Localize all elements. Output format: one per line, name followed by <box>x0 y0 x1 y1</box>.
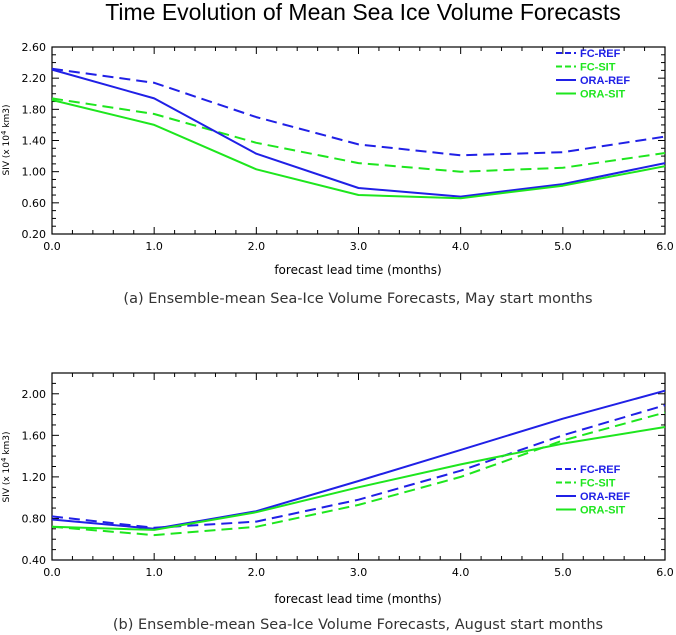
axis-ticks: 0.0 1.0 2.0 3.0 4.0 5.0 6.0 0.40 0.80 1.20 1.60 2.0… <box>22 372 674 579</box>
x-tick-label: 0.0 <box>43 240 61 253</box>
x-tick-label: 0.0 <box>43 566 61 579</box>
y-axis-label: SIV (x 104 km3) <box>0 431 12 502</box>
legend-label: FC-SIT <box>580 478 616 490</box>
legend-label: FC-REF <box>580 464 621 476</box>
chart-panel-a: 0.0 1.0 2.0 3.0 4.0 5.0 6.0 0.20 0.60 1.00 1.40 1.8… <box>0 41 674 307</box>
x-tick-label: 1.0 <box>145 240 163 253</box>
x-axis-label: forecast lead time (months) <box>274 592 441 606</box>
y-axis-label: SIV (x 104 km3) <box>0 104 12 175</box>
y-tick-label: 1.40 <box>22 135 47 148</box>
series-line-fc-sit <box>51 97 666 173</box>
x-tick-label: 4.0 <box>452 566 470 579</box>
caption: (b) Ensemble-mean Sea-Ice Volume Forecas… <box>113 617 603 633</box>
x-tick-label: 5.0 <box>554 566 572 579</box>
y-tick-label: 1.20 <box>22 471 47 484</box>
series-lines <box>51 67 666 200</box>
series-line-ora-ref <box>51 389 666 530</box>
y-tick-label: 0.40 <box>22 554 47 567</box>
chart-panel-b: 0.0 1.0 2.0 3.0 4.0 5.0 6.0 0.40 0.80 1.20 1.60 2.0… <box>0 372 674 633</box>
legend-label: ORA-SIT <box>580 89 626 101</box>
x-axis-label: forecast lead time (months) <box>274 263 441 277</box>
series-line-ora-sit <box>51 426 666 531</box>
legend-label: ORA-SIT <box>580 505 626 517</box>
y-tick-label: 2.60 <box>22 41 47 54</box>
x-tick-label: 5.0 <box>554 240 572 253</box>
y-tick-label: 0.20 <box>22 228 47 241</box>
y-tick-label: 1.60 <box>22 429 47 442</box>
axis-ticks: 0.0 1.0 2.0 3.0 4.0 5.0 6.0 0.20 0.60 1.00 1.40 1.8… <box>22 41 674 253</box>
plot-frame <box>51 372 666 561</box>
x-tick-label: 4.0 <box>452 240 470 253</box>
legend-label: ORA-REF <box>580 491 630 503</box>
series-lines <box>51 389 666 537</box>
x-tick-label: 2.0 <box>248 566 266 579</box>
y-tick-label: 1.80 <box>22 103 47 116</box>
x-tick-label: 3.0 <box>350 566 368 579</box>
plot-frame <box>51 46 666 235</box>
y-tick-label: 0.60 <box>22 197 47 210</box>
legend-label: ORA-REF <box>580 75 630 87</box>
series-line-ora-sit <box>51 99 666 200</box>
series-line-fc-ref <box>51 67 666 157</box>
legend-label: FC-REF <box>580 48 621 60</box>
x-tick-label: 6.0 <box>656 240 674 253</box>
page-title: Time Evolution of Mean Sea Ice Volume Fo… <box>105 0 621 25</box>
caption: (a) Ensemble-mean Sea-Ice Volume Forecas… <box>123 291 592 307</box>
x-tick-label: 2.0 <box>248 240 266 253</box>
series-line-fc-sit <box>51 411 666 537</box>
x-tick-label: 6.0 <box>656 566 674 579</box>
y-tick-label: 2.20 <box>22 72 47 85</box>
series-line-ora-ref <box>51 68 666 198</box>
y-tick-label: 2.00 <box>22 388 47 401</box>
legend-label: FC-SIT <box>580 62 616 74</box>
x-tick-label: 1.0 <box>145 566 163 579</box>
y-tick-label: 0.80 <box>22 512 47 525</box>
y-tick-label: 1.00 <box>22 166 47 179</box>
x-tick-label: 3.0 <box>350 240 368 253</box>
